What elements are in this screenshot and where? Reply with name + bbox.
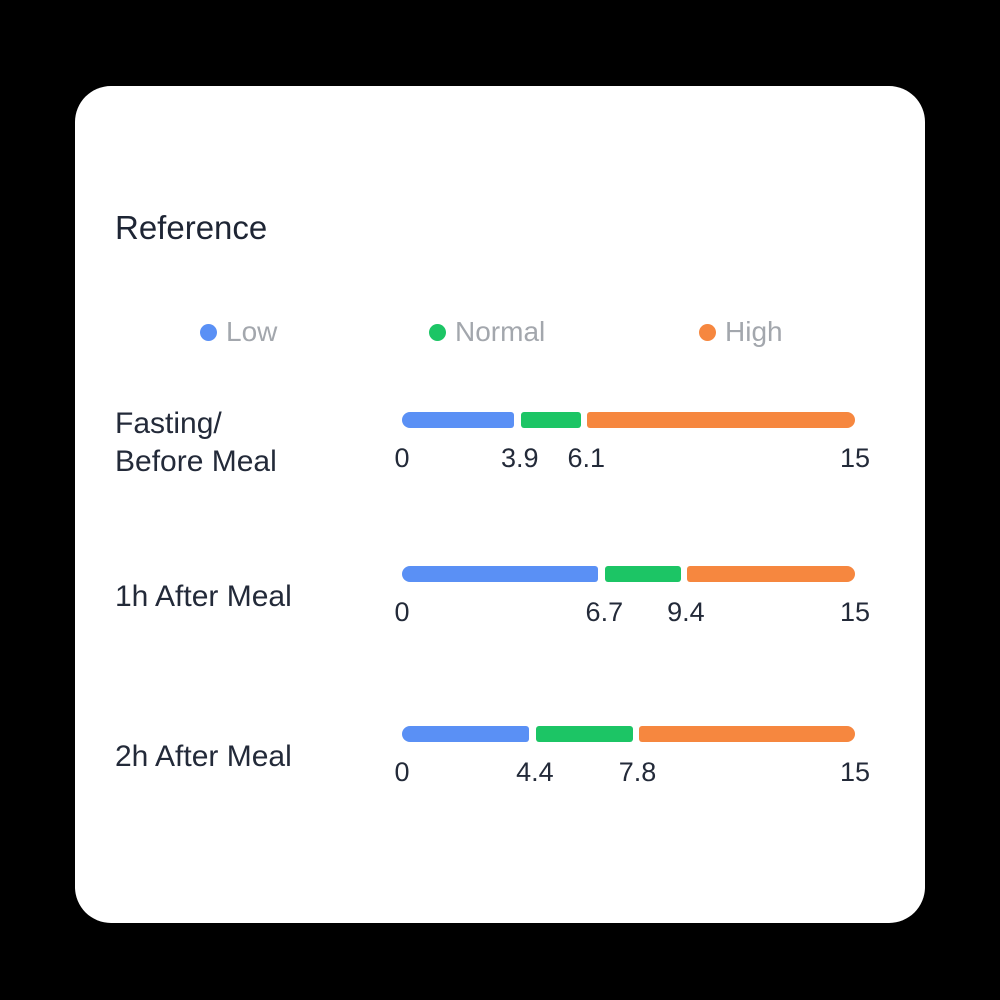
legend-item-high: High	[699, 315, 783, 349]
range-segment-normal	[535, 726, 633, 742]
range-segment-low	[402, 412, 514, 428]
axis-tick-label: 15	[839, 597, 871, 627]
low-dot-icon	[200, 323, 217, 341]
row-label: 1h After Meal	[115, 580, 292, 613]
axis-tick-label: 0	[394, 597, 410, 627]
axis-tick-label: 9.4	[667, 597, 705, 627]
axis-ticks: 0 6.7 9.4 15	[394, 596, 870, 628]
reference-card: Reference Low Normal High Fasting/ Befor…	[75, 86, 925, 923]
legend-label-low: Low	[226, 316, 278, 347]
legend-item-low: Low	[200, 315, 277, 349]
axis-tick-label: 6.7	[585, 597, 624, 627]
legend-label-high: High	[725, 316, 783, 347]
range-segment-high	[686, 566, 855, 582]
reference-row-1h-after-meal: 1h After Meal 0 6.7 9.4 15	[115, 566, 870, 628]
axis-tick-label: 15	[839, 757, 871, 787]
axis-tick-label: 7.8	[618, 757, 657, 787]
reference-row-2h-after-meal: 2h After Meal 0 4.4 7.8 15	[115, 726, 870, 788]
range-bar-track	[402, 566, 855, 582]
axis-ticks: 0 3.9 6.1 15	[394, 442, 870, 474]
range-segment-normal	[520, 412, 582, 428]
legend-label-normal: Normal	[455, 316, 546, 347]
normal-dot-icon	[429, 323, 446, 341]
axis-tick-label: 0	[394, 443, 410, 473]
axis-tick-label: 6.1	[567, 443, 605, 473]
high-dot-icon	[699, 323, 716, 341]
range-segment-high	[587, 412, 855, 428]
range-segment-low	[402, 566, 599, 582]
range-bar-track	[402, 726, 855, 742]
range-segment-low	[402, 726, 529, 742]
axis-tick-label: 4.4	[516, 757, 554, 787]
row-label: 2h After Meal	[115, 740, 292, 773]
range-bar-chart: 0 6.7 9.4 15	[394, 566, 870, 628]
reference-row-fasting: Fasting/ Before Meal 0 3.9 6.1 15	[115, 405, 870, 481]
axis-tick-label: 3.9	[500, 443, 539, 473]
row-label: Fasting/ Before Meal	[115, 407, 277, 478]
range-segment-high	[638, 726, 855, 742]
legend-item-normal: Normal	[429, 315, 545, 349]
axis-tick-label: 0	[394, 757, 410, 787]
legend: Low Normal High	[115, 315, 855, 349]
page-title: Reference	[115, 209, 268, 246]
range-bar-chart: 0 4.4 7.8 15	[394, 726, 870, 788]
range-bar-chart: 0 3.9 6.1 15	[394, 412, 870, 474]
axis-ticks: 0 4.4 7.8 15	[394, 756, 870, 788]
range-bar-track	[402, 412, 855, 428]
range-segment-normal	[605, 566, 681, 582]
axis-tick-label: 15	[839, 443, 871, 473]
